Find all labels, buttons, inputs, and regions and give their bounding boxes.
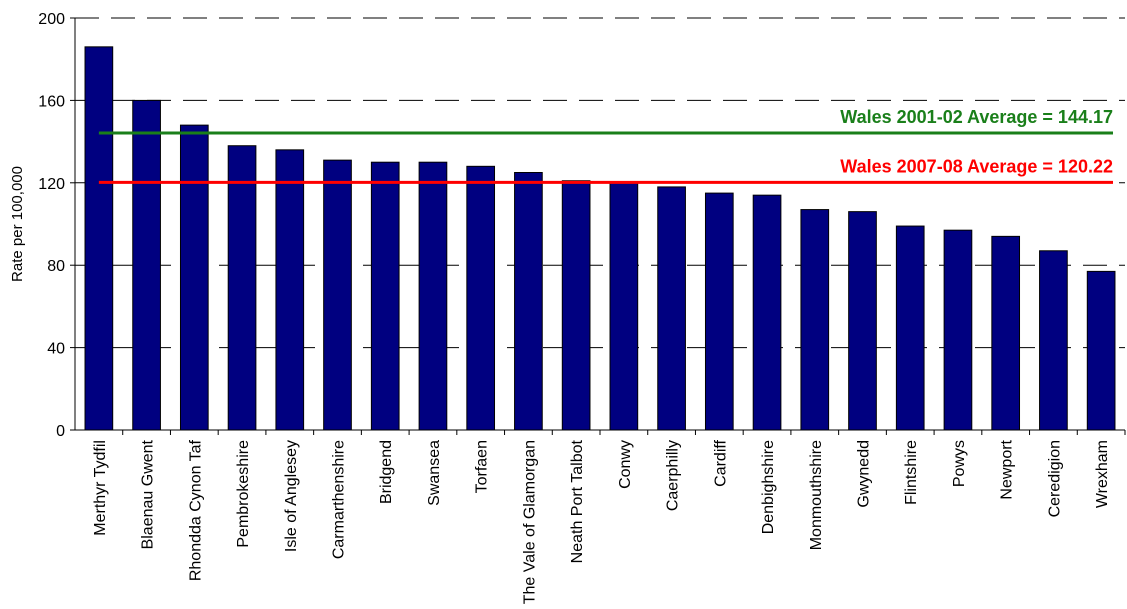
bar [752,194,782,431]
bar [466,165,496,431]
bar [848,211,877,431]
bar [323,159,352,431]
reference-label: Wales 2007-08 Average = 120.22 [840,156,1113,176]
y-tick-label: 200 [38,11,65,28]
bar [1039,250,1068,431]
bar [132,99,161,431]
y-tick-label: 120 [38,176,65,193]
x-tick-label: Cardiff [712,439,729,486]
y-tick-label: 0 [56,423,65,440]
bar [179,124,209,431]
y-tick-label: 40 [47,341,65,358]
y-tick-label: 160 [38,93,65,110]
x-tick-label: Newport [999,439,1016,499]
y-axis-label: Rate per 100,000 [9,166,26,282]
bar [943,229,973,431]
bar [657,186,686,431]
x-tick-label: Caerphilly [665,440,682,511]
bar [991,235,1021,431]
x-tick-label: Isle of Anglesey [283,440,300,552]
x-tick-label: Denbighshire [760,440,777,534]
x-tick-label: Flintshire [903,440,920,505]
bar [895,225,925,431]
x-tick-label: Rhondda Cynon Taf [187,439,204,581]
x-tick-label: Bridgend [378,440,395,504]
x-tick-label: Ceredigion [1046,440,1063,517]
x-tick-label: Neath Port Talbot [569,439,586,563]
bar [609,182,639,431]
bar [370,161,400,431]
bar [704,192,734,431]
x-tick-label: Merthyr Tydfil [92,440,109,536]
x-tick-label: Conwy [617,440,634,489]
x-tick-label: Gwynedd [856,440,873,508]
bar [514,172,543,431]
x-tick-label: Powys [951,440,968,487]
bar [84,46,114,431]
x-tick-label: Wrexham [1094,440,1111,508]
bar [1086,270,1116,431]
x-tick-label: Swansea [426,440,443,506]
x-tick-label: Pembrokeshire [235,440,252,548]
x-tick-label: Carmarthenshire [331,440,348,559]
bar [561,180,591,431]
bar [800,209,830,431]
bar [227,145,257,431]
x-tick-label: The Vale of Glamorgan [521,440,538,604]
y-tick-label: 80 [47,258,65,275]
bar [418,161,448,431]
x-tick-label: Blaenau Gwent [140,439,157,549]
reference-label: Wales 2001-02 Average = 144.17 [840,107,1113,127]
x-tick-label: Torfaen [474,440,491,493]
bar [275,149,305,431]
x-tick-label: Monmouthshire [808,440,825,550]
